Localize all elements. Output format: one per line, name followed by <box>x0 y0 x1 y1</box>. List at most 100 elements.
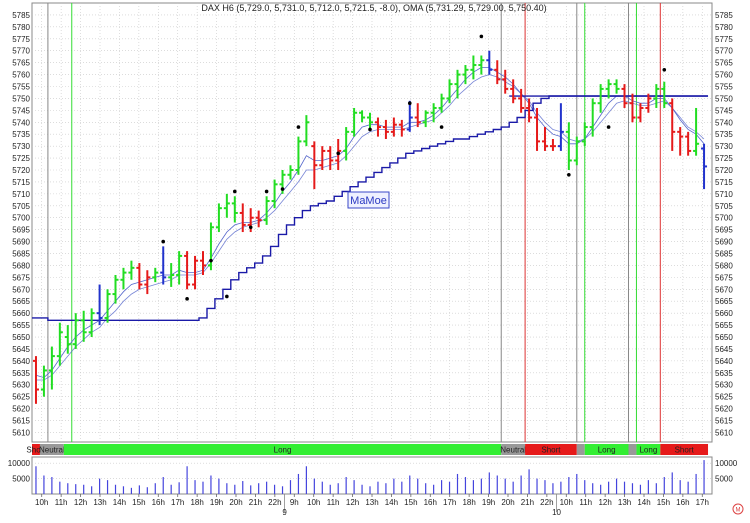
price-bar <box>319 146 326 171</box>
signal-dot-above <box>296 125 301 129</box>
x-tick-label: 20h <box>229 498 242 507</box>
price-bar <box>653 84 660 108</box>
price-bar <box>478 55 485 75</box>
date-label: 9 <box>282 508 287 517</box>
price-bar <box>223 193 230 218</box>
price-bar <box>518 88 525 113</box>
price-bar <box>526 98 533 123</box>
y-tick-label-right: 5750 <box>715 94 733 103</box>
x-tick-label: 18h <box>190 498 203 507</box>
y-tick-label-left: 5650 <box>12 333 30 342</box>
volume-tick-left: 5000 <box>12 475 30 484</box>
y-tick-label-right: 5610 <box>715 428 733 437</box>
stop-line <box>32 95 708 321</box>
x-tick-label: 15h <box>657 498 670 507</box>
y-tick-label-right: 5675 <box>715 273 733 282</box>
y-tick-label-left: 5620 <box>12 405 30 414</box>
signal-dot-above <box>662 68 667 72</box>
price-bar <box>430 103 437 123</box>
price-bars <box>32 50 708 404</box>
volume-panel: 5000 5000 10000 10000 <box>8 456 738 495</box>
price-bar <box>581 122 588 147</box>
band-label: Neutral <box>500 446 526 455</box>
y-tick-label-right: 5685 <box>715 250 733 259</box>
signal-dot-below <box>606 125 611 129</box>
y-tick-label-left: 5750 <box>12 94 30 103</box>
volume-tick-right: 10000 <box>715 459 738 468</box>
y-tick-label-right: 5720 <box>715 166 733 175</box>
price-bar <box>295 136 302 175</box>
price-bar <box>486 50 493 75</box>
x-tick-label: 15h <box>132 498 145 507</box>
band-fill <box>576 444 585 455</box>
band-fill <box>628 444 637 455</box>
price-bar <box>589 98 596 137</box>
price-bar <box>239 203 246 233</box>
y-tick-label-right: 5780 <box>715 23 733 32</box>
y-tick-label-left: 5610 <box>12 428 30 437</box>
price-bar <box>669 98 676 151</box>
x-tick-label: 21h <box>521 498 534 507</box>
y-tick-label-right: 5640 <box>715 357 733 366</box>
price-bar <box>176 251 183 285</box>
y-tick-label-left: 5725 <box>12 154 30 163</box>
price-bar <box>80 310 87 342</box>
volume-tick-left: 10000 <box>8 459 31 468</box>
date-label: 10 <box>552 508 561 517</box>
band-label: Long <box>274 446 292 455</box>
signal-dot-below <box>567 172 571 177</box>
price-bar <box>287 165 294 180</box>
price-axes: 5610 5610 5615 5615 5620 5620 5625 5625 5630 5630… <box>12 11 733 438</box>
y-tick-label-left: 5680 <box>12 261 30 270</box>
price-bar <box>40 365 47 397</box>
price-bar <box>160 246 167 285</box>
price-bar <box>136 263 143 290</box>
price-bar <box>701 143 708 190</box>
x-tick-label: 16h <box>676 498 689 507</box>
y-tick-label-left: 5775 <box>12 35 30 44</box>
y-tick-label-left: 5655 <box>12 321 30 330</box>
x-tick-label: 13h <box>365 498 378 507</box>
price-bar <box>390 117 397 137</box>
svg-text:M: M <box>736 508 741 514</box>
y-tick-label-left: 5630 <box>12 381 30 390</box>
y-tick-label-right: 5735 <box>715 130 733 139</box>
price-bar <box>152 267 159 283</box>
price-bar <box>56 322 63 366</box>
y-tick-label-right: 5665 <box>715 297 733 306</box>
y-tick-label-left: 5720 <box>12 166 30 175</box>
price-bar <box>502 69 509 94</box>
zoom-icon[interactable]: M <box>732 503 744 515</box>
y-tick-label-right: 5760 <box>715 71 733 80</box>
price-bar <box>406 100 413 132</box>
price-bar <box>48 346 55 390</box>
price-bar <box>462 65 469 85</box>
price-bar <box>231 196 238 223</box>
x-tick-label: 20h <box>501 498 514 507</box>
y-tick-label-left: 5740 <box>12 118 30 127</box>
x-tick-label: 22h <box>540 498 553 507</box>
signal-dot-above <box>407 101 412 106</box>
price-bar <box>438 93 445 113</box>
x-tick-label: 16h <box>424 498 437 507</box>
x-tick-label: 11h <box>579 498 592 507</box>
y-tick-label-left: 5700 <box>12 214 30 223</box>
y-tick-label-right: 5740 <box>715 118 733 127</box>
x-tick-label: 21h <box>249 498 262 507</box>
signal-dot-above <box>264 189 269 194</box>
y-tick-label-left: 5665 <box>12 297 30 306</box>
band-fill <box>39 444 64 455</box>
price-bar <box>168 263 175 287</box>
price-bar <box>64 325 71 354</box>
price-bar <box>621 84 628 108</box>
price-bar <box>311 141 318 190</box>
band-fill <box>501 444 526 455</box>
y-tick-label-right: 5625 <box>715 393 733 402</box>
price-bar <box>573 136 580 166</box>
price-bar <box>255 210 262 228</box>
price-bar <box>184 251 191 290</box>
x-tick-label: 15h <box>404 498 417 507</box>
